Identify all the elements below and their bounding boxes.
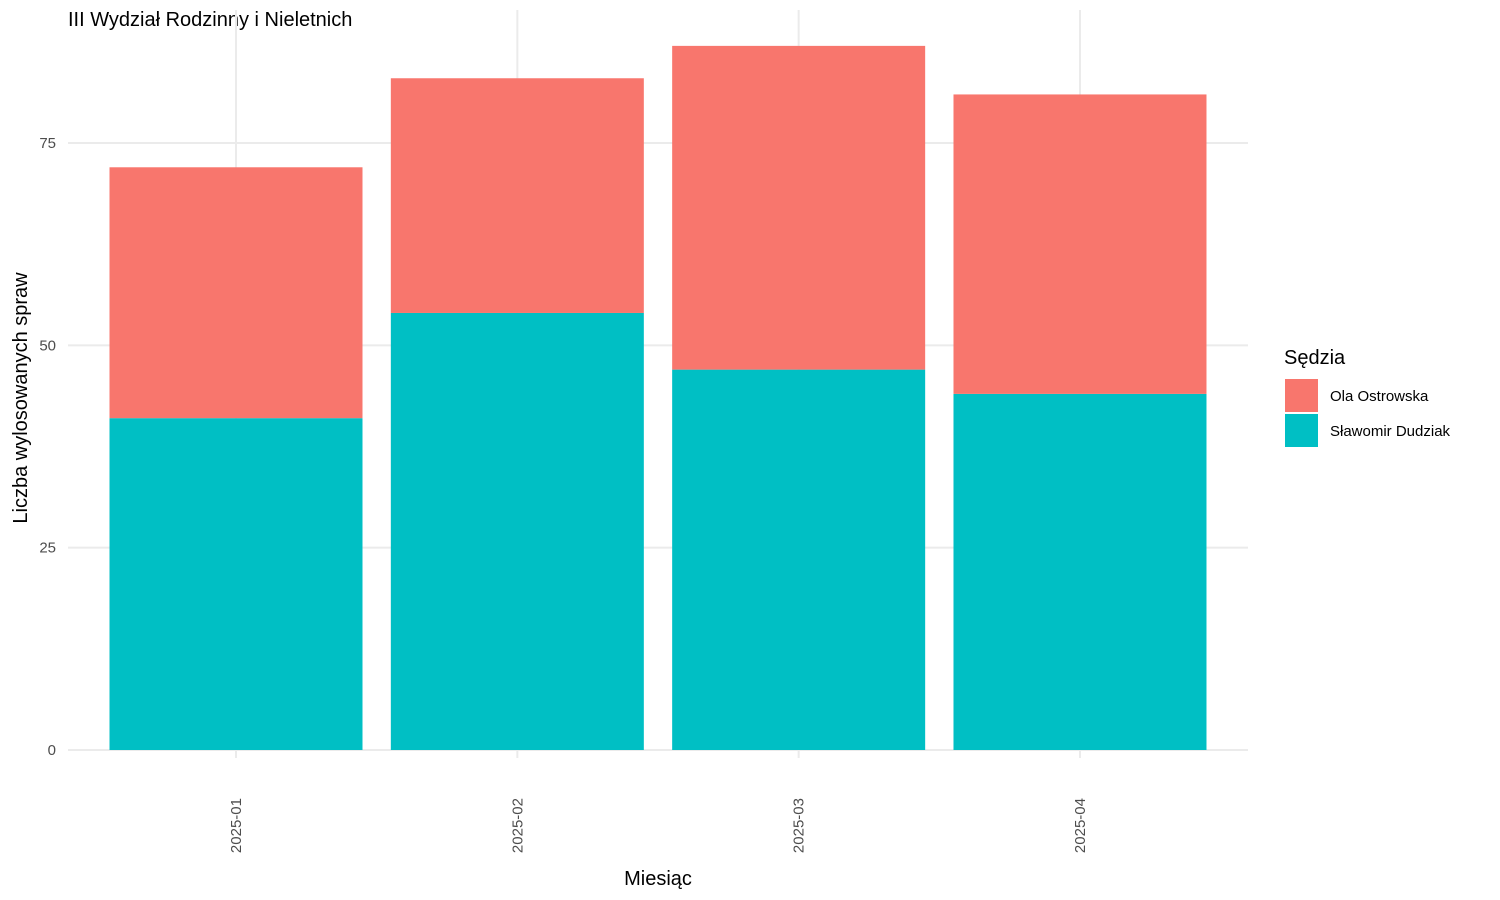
x-tick-label-3: 2025-04 (1072, 798, 1089, 853)
bar-2025-03-series-0 (672, 369, 926, 750)
chart-title: III Wydział Rodzinny i Nieletnich (68, 9, 352, 31)
bar-2025-01-series-1 (109, 167, 363, 419)
x-tick-label-2: 2025-03 (791, 798, 808, 853)
y-tick-label-0: 0 (48, 742, 56, 759)
bar-2025-01-series-0 (109, 418, 363, 750)
x-tick-label-1: 2025-02 (509, 798, 526, 853)
bar-2025-04-series-1 (953, 94, 1207, 394)
y-tick-label-1: 25 (39, 540, 56, 557)
legend-key-1 (1285, 414, 1318, 447)
legend-label-0: Ola Ostrowska (1330, 388, 1429, 405)
y-tick-label-3: 75 (39, 135, 56, 152)
legend-label-1: Sławomir Dudziak (1330, 423, 1451, 440)
legend: Sędzia Ola Ostrowska Sławomir Dudziak (1284, 347, 1451, 447)
x-axis-ticks: 2025-01 2025-02 2025-03 2025-04 (228, 798, 1089, 853)
x-axis-title: Miesiąc (624, 868, 692, 890)
legend-key-0 (1285, 379, 1318, 412)
y-axis-ticks: 0 25 50 75 (39, 135, 56, 759)
bar-2025-03-series-1 (672, 45, 926, 370)
y-axis-title: Liczba wylosowanych spraw (10, 272, 32, 524)
bars (109, 45, 1207, 750)
x-tick-label-0: 2025-01 (228, 798, 245, 853)
y-tick-label-2: 50 (39, 337, 56, 354)
bar-2025-02-series-0 (390, 312, 644, 750)
bar-2025-02-series-1 (390, 78, 644, 313)
bar-2025-04-series-0 (953, 393, 1207, 750)
legend-title: Sędzia (1284, 347, 1346, 369)
legend-items: Ola Ostrowska Sławomir Dudziak (1285, 379, 1451, 447)
